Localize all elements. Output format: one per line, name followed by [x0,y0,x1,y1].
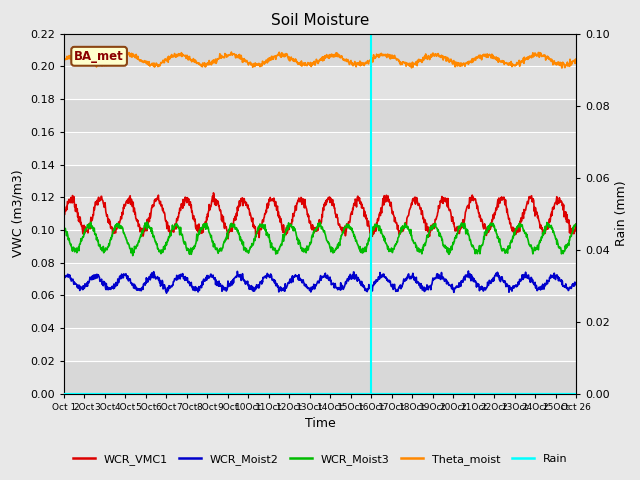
Bar [64,197,576,230]
Bar [64,263,576,295]
Bar [64,132,576,165]
Y-axis label: Rain (mm): Rain (mm) [615,181,628,246]
Title: Soil Moisture: Soil Moisture [271,13,369,28]
Bar [64,34,576,66]
Bar [64,295,576,328]
Bar [64,230,576,263]
Bar [64,328,576,361]
Legend: WCR_VMC1, WCR_Moist2, WCR_Moist3, Theta_moist, Rain: WCR_VMC1, WCR_Moist2, WCR_Moist3, Theta_… [68,450,572,469]
X-axis label: Time: Time [305,417,335,430]
Bar [64,66,576,99]
Bar [64,99,576,132]
Y-axis label: VWC (m3/m3): VWC (m3/m3) [12,170,24,257]
Bar [64,165,576,197]
Text: BA_met: BA_met [74,50,124,63]
Bar [64,361,576,394]
